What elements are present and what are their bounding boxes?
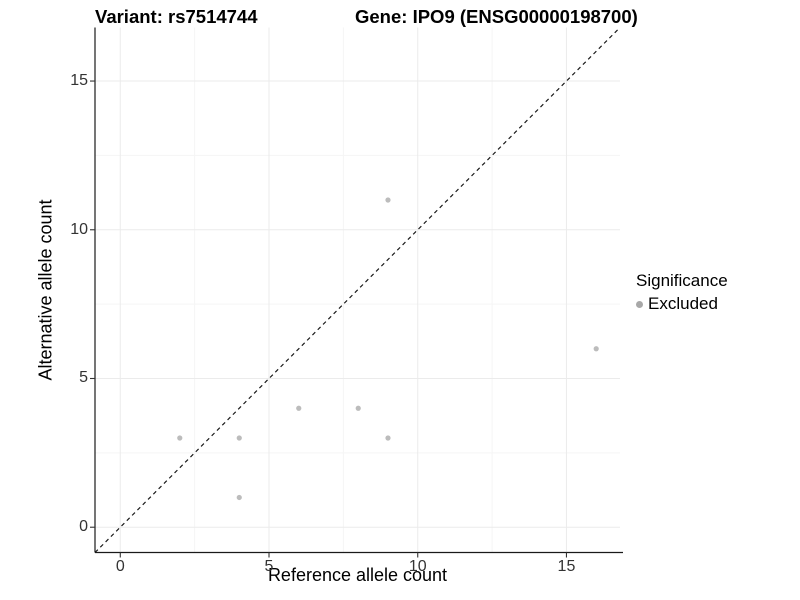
x-tick-label: 0 xyxy=(115,558,125,575)
legend-title: Significance xyxy=(636,271,728,290)
x-tick-label: 5 xyxy=(264,558,274,575)
y-tick-label: 10 xyxy=(70,220,88,238)
legend-point-icon xyxy=(636,300,643,308)
data-point xyxy=(593,346,599,352)
data-point xyxy=(355,405,361,411)
identity-dashed-line xyxy=(94,27,621,553)
y-tick-label: 5 xyxy=(79,369,88,387)
data-point xyxy=(385,435,391,441)
legend: Significance Excluded xyxy=(636,271,728,314)
data-point xyxy=(177,435,183,441)
x-axis-title: Reference allele count xyxy=(267,565,448,585)
y-tick-label: 0 xyxy=(79,518,88,536)
plot-title-gene: Gene: IPO9 (ENSG00000198700) xyxy=(355,6,638,27)
data-point xyxy=(236,494,242,501)
plot-title-variant: Variant: rs7514744 xyxy=(95,6,258,27)
data-point xyxy=(236,435,242,441)
data-point xyxy=(385,197,391,203)
x-tick-label: 10 xyxy=(408,558,427,575)
data-point xyxy=(296,405,302,411)
x-tick-label: 15 xyxy=(557,558,576,575)
legend-item-excluded: Excluded xyxy=(636,294,728,314)
legend-item-label: Excluded xyxy=(648,294,718,313)
y-tick-label: 15 xyxy=(70,72,88,90)
